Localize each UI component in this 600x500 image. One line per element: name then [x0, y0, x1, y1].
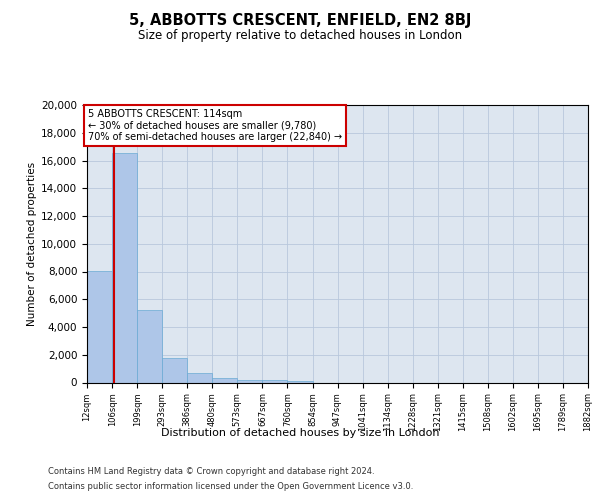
Text: Contains public sector information licensed under the Open Government Licence v3: Contains public sector information licen… [48, 482, 413, 491]
Bar [262, 380, 287, 382]
Text: Contains HM Land Registry data © Crown copyright and database right 2024.: Contains HM Land Registry data © Crown c… [48, 467, 374, 476]
Bar [287, 381, 313, 382]
Bar [238, 380, 262, 382]
Bar [187, 374, 212, 382]
Text: 5 ABBOTTS CRESCENT: 114sqm
← 30% of detached houses are smaller (9,780)
70% of s: 5 ABBOTTS CRESCENT: 114sqm ← 30% of deta… [88, 109, 342, 142]
Text: Size of property relative to detached houses in London: Size of property relative to detached ho… [138, 29, 462, 42]
Bar [162, 358, 187, 382]
Bar [212, 378, 238, 382]
Y-axis label: Number of detached properties: Number of detached properties [27, 162, 37, 326]
Text: Distribution of detached houses by size in London: Distribution of detached houses by size … [161, 428, 439, 438]
Bar [87, 271, 112, 382]
Bar [112, 153, 137, 382]
Bar [137, 310, 162, 382]
Text: 5, ABBOTTS CRESCENT, ENFIELD, EN2 8BJ: 5, ABBOTTS CRESCENT, ENFIELD, EN2 8BJ [129, 12, 471, 28]
